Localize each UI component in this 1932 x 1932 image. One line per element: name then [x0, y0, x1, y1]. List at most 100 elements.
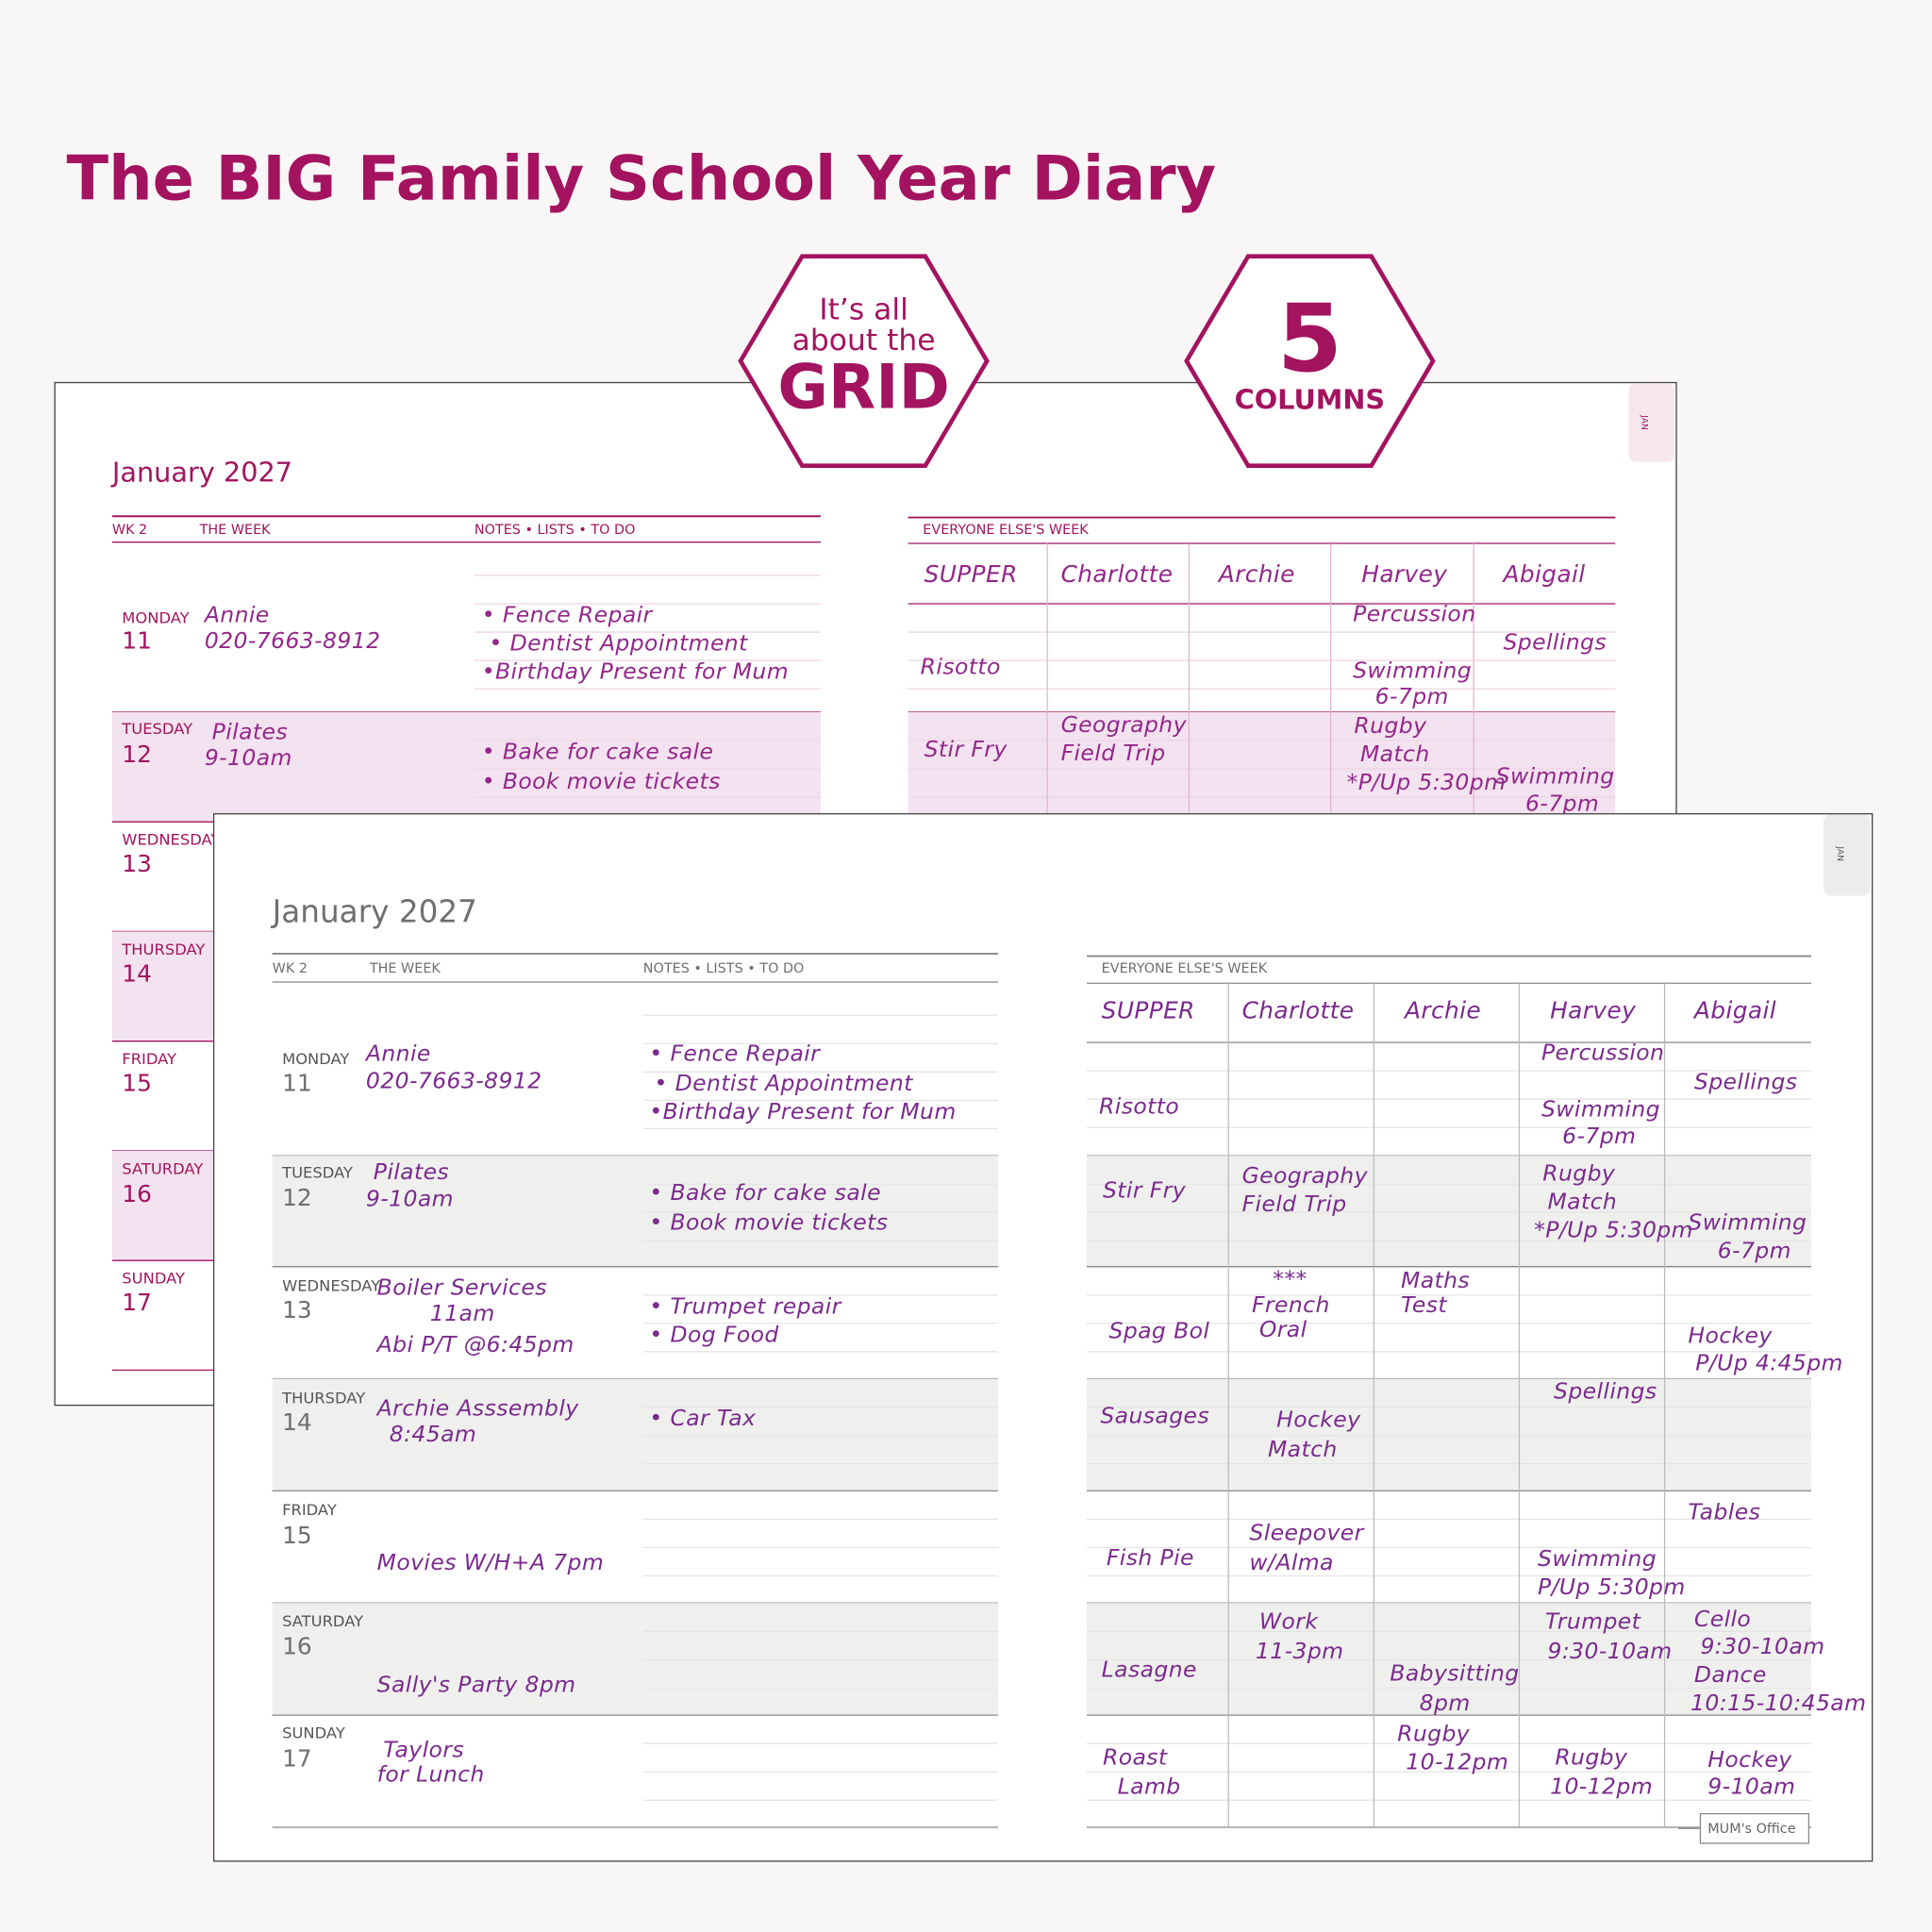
day-band	[111, 711, 821, 823]
family-entry: 10:15-10:45am	[1690, 1690, 1867, 1717]
day-name: WEDNESDAY	[282, 1275, 381, 1295]
title: The BIG Family School Year Diary	[66, 142, 1217, 215]
day-name: TUESDAY	[122, 719, 193, 739]
day-number: 16	[282, 1633, 312, 1660]
day-name: WEDNESDAY	[122, 829, 221, 849]
family-entry: 9:30-10am	[1700, 1633, 1825, 1660]
day-name: MONDAY	[122, 608, 190, 627]
week-entry: 8:45am	[389, 1422, 477, 1448]
person-column: Abigail	[1503, 560, 1586, 589]
person-column: Harvey	[1550, 997, 1637, 1025]
family-entry: Cello	[1693, 1607, 1752, 1633]
week-entry: Sally's Party 8pm	[376, 1672, 576, 1698]
family-entry: Match	[1359, 741, 1430, 768]
week-entry: Movies W/H+A 7pm	[376, 1550, 605, 1576]
week-label: WK 2	[111, 522, 148, 539]
family-entry: ***	[1273, 1266, 1307, 1293]
day-name: THURSDAY	[122, 940, 206, 958]
day-name: SUNDAY	[282, 1723, 345, 1742]
footer-label: MUM's Office	[1707, 1820, 1796, 1837]
family-entry: Percussion	[1353, 601, 1476, 627]
week-entry: Taylors	[383, 1737, 464, 1764]
badge-text: about the	[791, 323, 936, 358]
family-entry: Hockey	[1276, 1407, 1361, 1434]
week-entry: Annie	[204, 602, 270, 629]
family-entry: 6-7pm	[1524, 791, 1600, 817]
family-entry: Percussion	[1541, 1040, 1665, 1066]
week-entry: 9-10am	[204, 745, 292, 772]
day-name: TUESDAY	[282, 1162, 353, 1182]
day-number: 17	[122, 1289, 152, 1317]
day-number: 12	[122, 741, 152, 769]
family-entry: Risotto	[920, 654, 1001, 680]
family-entry: Sleepover	[1249, 1520, 1364, 1547]
family-entry: Hockey	[1707, 1747, 1792, 1774]
note-entry: • Book movie tickets	[481, 769, 721, 795]
family-entry: Field Trip	[1241, 1191, 1347, 1218]
family-entry: 6-7pm	[1374, 683, 1449, 710]
badge-text: It’s all	[819, 291, 908, 327]
day-number: 14	[122, 960, 152, 988]
week-entry: Boiler Services	[376, 1274, 547, 1302]
day-number: 17	[282, 1745, 312, 1773]
day-number: 11	[122, 627, 152, 656]
family-entry: Trumpet	[1544, 1608, 1641, 1636]
family-entry: Lasagne	[1101, 1657, 1197, 1684]
family-entry: Stir Fry	[1102, 1177, 1187, 1205]
family-entry: Match	[1547, 1189, 1618, 1215]
family-entry: Roast	[1102, 1744, 1168, 1771]
family-entry: Stir Fry	[924, 737, 1008, 763]
family-entry: Rugby	[1555, 1744, 1628, 1771]
person-column: Abigail	[1693, 997, 1777, 1025]
family-entry: Tables	[1688, 1499, 1761, 1525]
family-entry: 10-12pm	[1406, 1749, 1509, 1776]
week-entry: Annie	[365, 1041, 431, 1068]
family-entry: Geography	[1241, 1162, 1368, 1190]
family-entry: 6-7pm	[1562, 1124, 1637, 1150]
family-entry: Maths	[1401, 1267, 1471, 1294]
person-column: Archie	[1404, 997, 1482, 1025]
family-entry: Risotto	[1099, 1093, 1180, 1121]
family-entry: Match	[1267, 1436, 1338, 1463]
family-entry: French	[1252, 1292, 1330, 1319]
family-entry: *P/Up 5:30pm	[1346, 770, 1507, 796]
person-column: Charlotte	[1241, 997, 1355, 1025]
week-entry: 9-10am	[365, 1186, 454, 1213]
day-band	[1086, 1156, 1811, 1267]
week-label: WK 2	[272, 960, 308, 977]
day-name: FRIDAY	[282, 1500, 337, 1520]
family-entry: Rugby	[1542, 1160, 1616, 1187]
note-entry: • Fence Repair	[649, 1041, 821, 1068]
day-name: FRIDAY	[122, 1049, 177, 1069]
family-entry: *P/Up 5:30pm	[1534, 1217, 1693, 1243]
month-title: January 2027	[272, 893, 477, 930]
family-entry: Sausages	[1100, 1403, 1210, 1430]
family-entry: Spellings	[1554, 1378, 1657, 1405]
day-number: 11	[282, 1070, 312, 1098]
family-entry: Swimming	[1688, 1209, 1807, 1237]
family-entry: Test	[1401, 1292, 1448, 1319]
person-column: Harvey	[1361, 560, 1448, 589]
week-entry: for Lunch	[376, 1761, 485, 1789]
family-entry: 6-7pm	[1717, 1238, 1791, 1265]
family-entry: w/Alma	[1249, 1550, 1334, 1576]
family-entry: 10-12pm	[1550, 1774, 1653, 1801]
column-label: EVERYONE ELSE'S WEEK	[1101, 960, 1268, 977]
family-entry: Swimming	[1353, 658, 1473, 684]
family-entry: P/Up 5:30pm	[1538, 1574, 1686, 1601]
column-label: THE WEEK	[369, 960, 441, 977]
note-entry: • Bake for cake sale	[481, 739, 714, 766]
family-entry: Fish Pie	[1106, 1544, 1194, 1572]
badge-text: GRID	[777, 351, 950, 423]
note-entry: • Dentist Appointment	[654, 1071, 913, 1097]
day-name: THURSDAY	[282, 1388, 366, 1407]
day-name: MONDAY	[282, 1049, 350, 1069]
person-column: SUPPER	[924, 560, 1018, 589]
family-entry: Hockey	[1688, 1323, 1773, 1350]
badge-text: 5	[1276, 283, 1342, 393]
week-entry: 020-7663-8912	[365, 1068, 542, 1094]
footer-badge	[1699, 1812, 1810, 1844]
day-number: 15	[122, 1070, 152, 1098]
day-band	[272, 1156, 998, 1267]
